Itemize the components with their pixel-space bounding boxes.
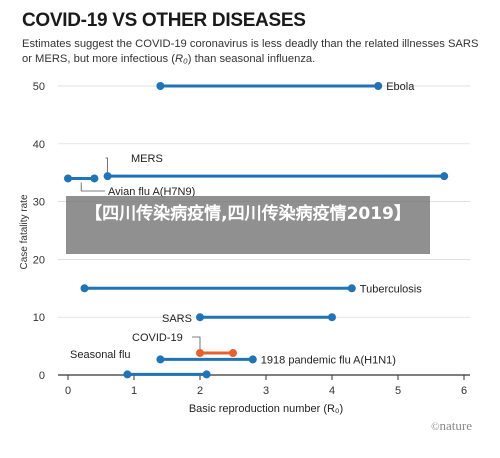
- range-end-point: [229, 349, 237, 358]
- series-label: COVID-19: [132, 332, 183, 344]
- series-label: Tuberculosis: [360, 283, 422, 295]
- range-end-point: [328, 313, 336, 322]
- x-tick-label: 6: [461, 385, 467, 397]
- y-axis-title: Case fatality rate: [19, 194, 30, 269]
- range-start-point: [80, 284, 89, 293]
- series-label: 1918 pandemic flu A(H1N1): [261, 354, 396, 366]
- overlay-banner: 【四川传染病疫情,四川传染病疫情2019】: [66, 196, 430, 254]
- y-tick-label: 0: [39, 370, 45, 382]
- range-end-point: [374, 82, 383, 90]
- x-tick-label: 4: [329, 385, 335, 397]
- range-start-point: [103, 172, 112, 181]
- x-tick-label: 1: [131, 385, 137, 397]
- x-tick-label: 5: [395, 385, 401, 397]
- series-label: MERS: [131, 153, 163, 165]
- range-start-point: [196, 313, 204, 322]
- series-label: SARS: [162, 313, 192, 325]
- label-leader: [105, 157, 108, 173]
- range-end-point: [248, 355, 257, 364]
- y-tick-label: 10: [33, 312, 45, 324]
- label-leader: [80, 182, 105, 192]
- y-tick-label: 40: [33, 139, 45, 151]
- y-tick-label: 50: [33, 81, 45, 93]
- range-end-point: [90, 174, 99, 183]
- range-end-point: [202, 370, 211, 379]
- range-start-point: [64, 174, 72, 183]
- series-label: Ebola: [386, 81, 415, 93]
- overlay-banner-text: 【四川传染病疫情,四川传染病疫情2019】: [85, 204, 411, 224]
- x-tick-label: 2: [197, 385, 203, 397]
- range-start-point: [123, 370, 132, 379]
- range-end-point: [347, 284, 356, 293]
- range-end-point: [440, 172, 449, 181]
- range-start-point: [156, 355, 165, 364]
- label-leader: [192, 336, 201, 350]
- x-axis-title: Basic reproduction number (R₀): [189, 403, 343, 415]
- y-tick-label: 20: [33, 254, 45, 266]
- range-start-point: [196, 349, 204, 358]
- x-tick-label: 0: [65, 385, 71, 397]
- chart-subtitle: Estimates suggest the COVID-19 coronavir…: [22, 38, 479, 65]
- y-tick-label: 30: [33, 197, 45, 209]
- series-label: Avian flu A(H7N9): [108, 186, 195, 198]
- nature-logo: ©nature: [431, 418, 472, 433]
- series-label: Seasonal flu: [70, 349, 131, 361]
- chart-title: COVID-19 VS OTHER DISEASES: [22, 10, 306, 31]
- range-start-point: [156, 82, 165, 90]
- x-tick-label: 3: [263, 385, 269, 397]
